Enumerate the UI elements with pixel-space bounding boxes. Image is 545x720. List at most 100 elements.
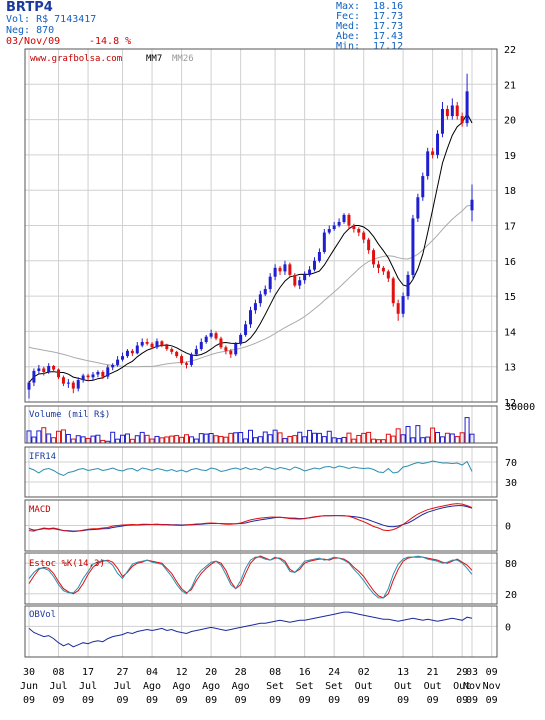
volume-bar [60,429,66,444]
x-tick-month: Out [394,681,412,692]
candle-body [396,303,400,314]
stat-value: 17.73 [373,11,404,22]
candle-body [125,350,129,357]
candle-body [293,274,297,286]
candle-body [52,365,56,370]
volume-bar [80,436,86,444]
stat-label: Fec: [336,11,361,22]
candle-body [121,356,125,360]
stat-value: 17.43 [373,31,404,42]
candle-body [244,324,248,335]
volume-bar [444,432,450,444]
candle-body [189,354,193,365]
macd-title: MACD [29,505,51,515]
x-tick-year: 09 [486,695,498,706]
candle-body [96,371,100,375]
volume-bar [243,438,249,444]
candle-body [209,333,213,337]
candle-body [342,214,346,222]
volume-bar [336,438,342,444]
source-label: www.grafbolsa.com [30,54,122,64]
candle-body [288,264,292,275]
candle-body [312,260,316,270]
y-tick-label: 30 [505,478,517,489]
volume-bar [356,434,362,444]
volume-bar [154,435,160,444]
stat-value: 17.12 [373,41,404,52]
candle-body [66,382,70,384]
candle-body [57,369,61,378]
candle-body [37,368,41,371]
y-tick-label: 15 [504,292,516,303]
y-tick-label: 70 [505,458,517,469]
candle-body [145,341,149,344]
volume-bar [188,436,194,444]
volume-bar [395,428,401,444]
panel-frame-stoch [24,552,498,605]
x-tick-year: 09 [205,695,217,706]
x-tick-month: Jun [20,681,38,692]
y-tick-label: 17 [504,222,516,233]
change-label: -14.8 % [89,36,132,47]
volume-bar [326,430,332,444]
candle-body [460,116,464,124]
x-tick-year: 09 [427,695,439,706]
volume-bar [213,435,219,444]
x-tick-day: 08 [269,667,281,678]
stoch-k-line [28,555,473,599]
x-tick-day: 12 [176,667,188,678]
volume-bar [435,432,441,444]
volume-bar [203,433,209,444]
ma7-line [28,112,473,383]
candle-body [431,151,435,155]
ma26-line [28,204,473,368]
candle-body [106,367,110,377]
volume-bar [420,437,426,444]
legend-mm26: MM26 [172,54,194,64]
ifr-title: IFR14 [29,452,56,462]
candle-body [273,267,277,277]
volume-bar [316,432,322,444]
candle-body [258,294,262,304]
volume-bar [287,435,293,444]
volume-bar [198,433,204,444]
volume-bar [351,438,357,444]
x-tick-month: Ago [232,681,250,692]
negotiations-label: Neg: 870 [6,25,55,36]
volume-bar [95,434,101,444]
candle-body [401,296,405,314]
volume-bar [439,436,445,444]
y-tick-label: 16 [504,257,516,268]
x-tick-year: 09 [23,695,35,706]
candle-body [47,365,51,372]
volume-bar [248,429,253,444]
volume-bar [228,432,234,444]
candle-body [421,176,425,198]
x-tick-day: 30 [23,667,35,678]
y-tick-label: 80 [505,559,517,570]
x-tick-month: Jul [79,681,97,692]
labels: www.grafbolsa.com MM7 MM26 Volume (mil R… [20,45,535,706]
candle-body [214,333,218,339]
stat-value: 18.16 [373,1,404,12]
candle-body [298,280,302,286]
x-tick-day: 09 [486,667,498,678]
candle-body [160,341,164,346]
volume-bar [31,436,37,444]
macd-signal-line [28,503,473,533]
candle-body [317,251,321,261]
y-tick-label: 0 [505,522,511,533]
y-tick-label: 30000 [505,402,535,413]
x-tick-month: Set [296,681,314,692]
candle-body [322,232,326,252]
stat-min: Min: 17.12 [336,42,403,52]
candle-body [76,380,80,389]
y-tick-label: 21 [504,80,516,91]
volume-bar [454,436,460,444]
candle-body [362,232,366,240]
y-tick-label: 13 [504,363,516,374]
candle-body [27,382,31,390]
candle-body [150,343,154,348]
y-tick-label: 19 [504,151,516,162]
candle-body [175,351,179,357]
